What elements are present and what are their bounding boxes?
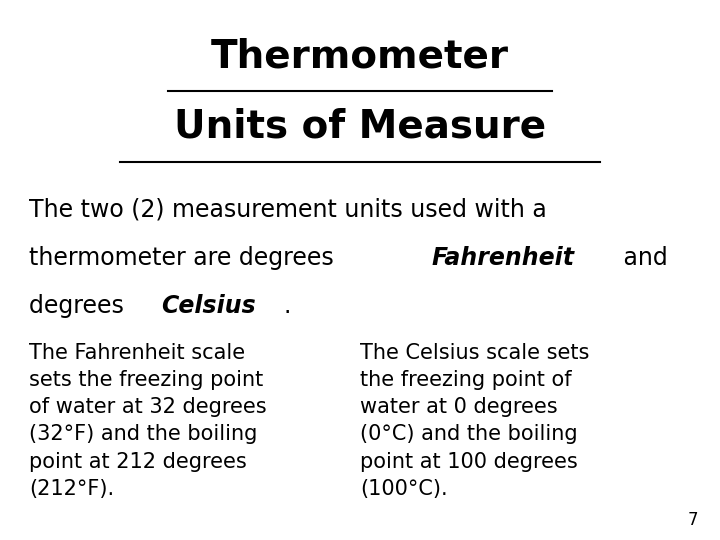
Text: Units of Measure: Units of Measure — [174, 108, 546, 146]
Text: The Fahrenheit scale
sets the freezing point
of water at 32 degrees
(32°F) and t: The Fahrenheit scale sets the freezing p… — [29, 343, 266, 499]
Text: 7: 7 — [688, 511, 698, 529]
Text: thermometer are degrees: thermometer are degrees — [29, 246, 341, 269]
Text: The Celsius scale sets
the freezing point of
water at 0 degrees
(0°C) and the bo: The Celsius scale sets the freezing poin… — [360, 343, 590, 499]
Text: Fahrenheit: Fahrenheit — [432, 246, 575, 269]
Text: .: . — [283, 294, 291, 318]
Text: degrees: degrees — [29, 294, 131, 318]
Text: Celsius: Celsius — [161, 294, 256, 318]
Text: and: and — [616, 246, 668, 269]
Text: Thermometer: Thermometer — [211, 38, 509, 76]
Text: The two (2) measurement units used with a: The two (2) measurement units used with … — [29, 197, 546, 221]
